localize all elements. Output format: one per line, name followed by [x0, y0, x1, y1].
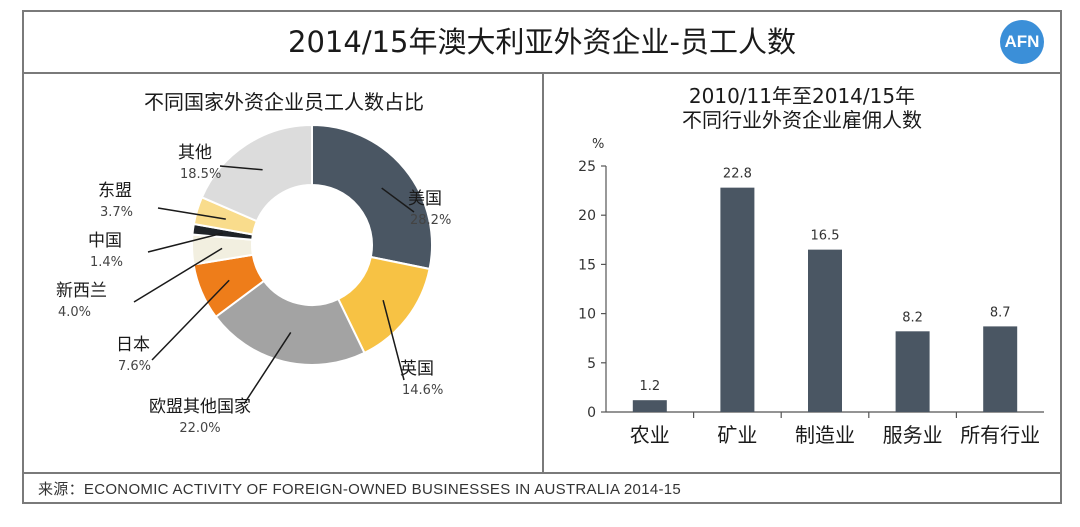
pie-slice-label: 美国 [408, 189, 442, 209]
bar [720, 187, 755, 412]
pie-slice-label: 日本 [116, 335, 150, 355]
source-note: 来源：ECONOMIC ACTIVITY OF FOREIGN-OWNED BU… [38, 481, 682, 498]
bar [808, 249, 842, 412]
page-title: 2014/15年澳大利亚外资企业-员工人数 [24, 12, 1060, 74]
pie-slice-value: 1.4% [90, 255, 123, 270]
bar-y-tick-label: 15 [578, 257, 596, 273]
pie-slice-label: 欧盟其他国家 [149, 397, 251, 417]
pie-leader-line [243, 332, 292, 405]
bar-chart: % 0 5 10 15 20 25 1.2 农业 22.8 矿业 16.5 制造业 8.2 服务业 8.7 所有… [578, 137, 1044, 447]
bar-category-label: 矿业 [717, 423, 757, 447]
bar-category-label: 所有行业 [960, 423, 1040, 447]
bar-value-label: 1.2 [639, 379, 660, 394]
pie-slice-value: 22.0% [179, 421, 220, 436]
bar [983, 326, 1018, 412]
pie-chart-title: 不同国家外资企业员工人数占比 [144, 90, 424, 114]
pie-leader-line [382, 299, 405, 381]
afn-logo: AFN [1000, 20, 1044, 64]
pie-slice-label: 中国 [88, 231, 122, 251]
bar-value-label: 8.7 [990, 305, 1011, 320]
bar-y-axis-label: % [592, 137, 604, 152]
infographic-frame: 2014/15年澳大利亚外资企业-员工人数 AFN 不同国家外资企业员工人数占比… [22, 10, 1062, 504]
bar [895, 331, 930, 412]
bar-category-label: 制造业 [795, 423, 855, 447]
pie-slice-label: 新西兰 [56, 281, 107, 301]
pie-slice-value: 18.5% [180, 167, 221, 182]
bar-y-tick-label: 5 [587, 356, 596, 372]
bar-y-tick-label: 0 [587, 405, 596, 421]
pie-slice [214, 279, 366, 366]
bar-y-tick-label: 10 [578, 307, 596, 323]
pie-slice-label: 其他 [178, 143, 212, 163]
pie-leader-line [147, 232, 223, 253]
bar-category-label: 农业 [630, 423, 670, 447]
bar-chart-title: 2010/11年至2014/15年 [688, 84, 916, 108]
bar-value-label: 8.2 [902, 310, 923, 325]
bar-category-label: 服务业 [883, 423, 943, 447]
bar-y-tick-label: 20 [578, 208, 596, 224]
pie-leader-line [151, 279, 230, 361]
panel-divider-vertical [542, 74, 544, 472]
pie-leader-line [219, 165, 263, 171]
pie-slice-value: 14.6% [402, 383, 443, 398]
bar-chart-subtitle: 不同行业外资企业雇佣人数 [682, 108, 922, 132]
pie-slice-value: 28.2% [410, 213, 451, 228]
bar-value-label: 22.8 [723, 167, 752, 182]
pie-slice-label: 英国 [400, 359, 434, 379]
pie-slice-label: 东盟 [98, 181, 132, 201]
pie-slice-value: 3.7% [100, 205, 133, 220]
bar-chart-title-block: 2010/11年至2014/15年 不同行业外资企业雇佣人数 [544, 84, 1060, 132]
bar-value-label: 16.5 [811, 229, 840, 244]
pie-leader-line [133, 247, 223, 303]
bar [632, 400, 667, 412]
pie-slice [311, 123, 433, 271]
pie-slice-value: 7.6% [118, 359, 151, 374]
bar-y-tick-label: 25 [578, 159, 596, 175]
pie-chart: 美国 28.2% 英国 14.6% 欧盟其他国家 22.0% 日本 7.6% 新西兰 4.0% 中国… [56, 123, 451, 436]
pie-leader-line [381, 187, 415, 213]
pie-slice [200, 123, 313, 223]
pie-leader-line [157, 207, 226, 220]
pie-slice-value: 4.0% [58, 305, 91, 320]
footer-divider [24, 472, 1060, 474]
